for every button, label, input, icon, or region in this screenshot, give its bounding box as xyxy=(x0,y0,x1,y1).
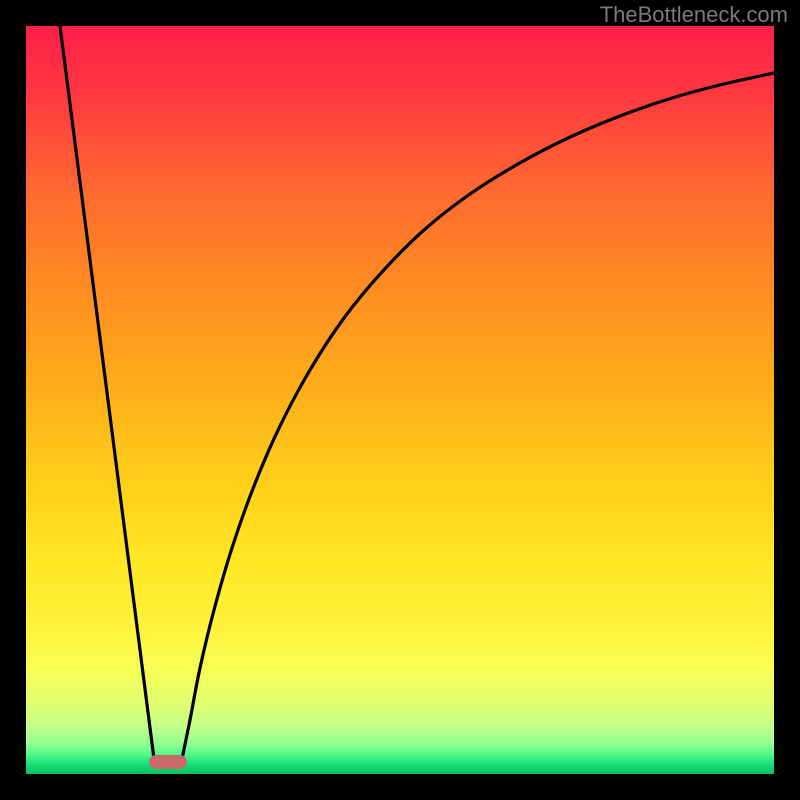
watermark-text: TheBottleneck.com xyxy=(600,2,788,28)
chart-stage: TheBottleneck.com xyxy=(0,0,800,800)
plot-area xyxy=(26,26,774,774)
chart-svg xyxy=(0,0,800,800)
bottleneck-marker xyxy=(149,755,187,769)
